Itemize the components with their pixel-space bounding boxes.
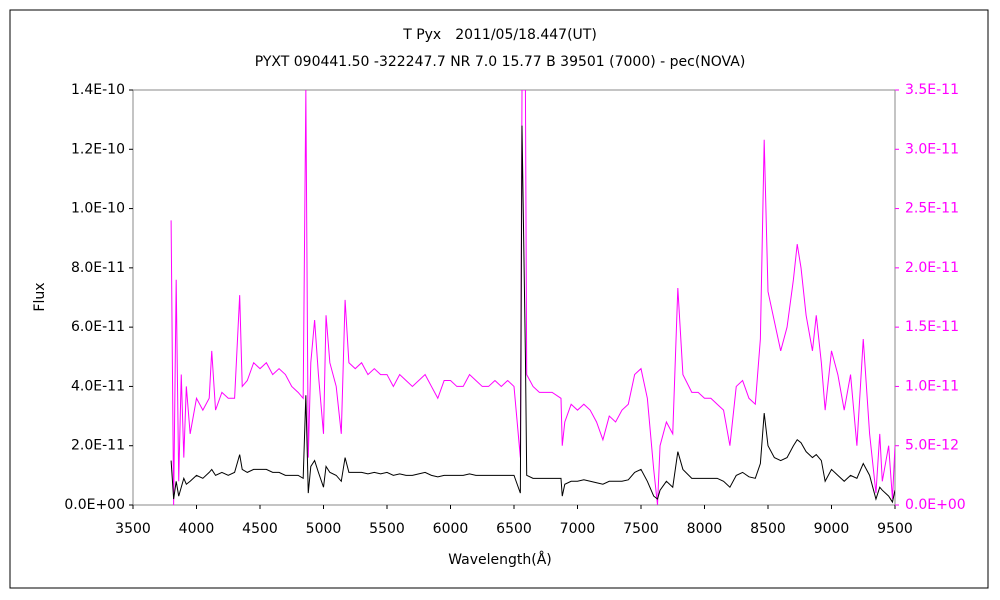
spectrum-line — [170, 90, 895, 505]
x-tick-label: 4500 — [242, 521, 278, 537]
x-tick-label: 4000 — [179, 521, 215, 537]
x-tick-label: 3500 — [115, 521, 151, 537]
x-tick-label: 5500 — [369, 521, 405, 537]
y-tick-label: 2.0E-11 — [71, 438, 125, 454]
lines — [170, 90, 895, 505]
y2-tick-label: 2.0E-11 — [905, 260, 959, 276]
y-tick-label: 1.2E-10 — [71, 141, 125, 157]
chart-title: T Pyx 2011/05/18.447(UT) — [402, 27, 597, 43]
y-axis-label: Flux — [32, 282, 48, 311]
x-tick-label: 8000 — [687, 521, 723, 537]
y-tick-label: 1.0E-10 — [71, 201, 125, 217]
x-tick-label: 8500 — [750, 521, 786, 537]
x-tick-label: 7000 — [560, 521, 596, 537]
y2-tick-label: 2.5E-11 — [905, 201, 959, 217]
plot-area — [132, 89, 896, 506]
x-axis-label: Wavelength(Å) — [448, 551, 552, 568]
y2-tick-label: 5.0E-12 — [905, 438, 959, 454]
frame — [9, 9, 989, 589]
y2-tick-label: 3.0E-11 — [905, 141, 959, 157]
y2-tick-label: 1.0E-11 — [905, 378, 959, 394]
x-tick-label: 9500 — [877, 521, 913, 537]
x-tick-label: 5000 — [306, 521, 342, 537]
y-tick-label: 6.0E-11 — [71, 319, 125, 335]
chart-subtitle: PYXT 090441.50 -322247.7 NR 7.0 15.77 B … — [255, 54, 746, 70]
y2-tick-label: 0.0E+00 — [905, 497, 966, 513]
y-tick-label: 4.0E-11 — [71, 378, 125, 394]
spectrum-line — [170, 125, 895, 504]
x-tick-label: 6000 — [433, 521, 469, 537]
x-tick-label: 6500 — [496, 521, 532, 537]
y2-tick-label: 1.5E-11 — [905, 319, 959, 335]
y-tick-label: 8.0E-11 — [71, 260, 125, 276]
x-tick-label: 9000 — [814, 521, 850, 537]
x-tick-label: 7500 — [623, 521, 659, 537]
y-tick-label: 1.4E-10 — [71, 82, 125, 98]
y2-tick-label: 3.5E-11 — [905, 82, 959, 98]
y-tick-label: 0.0E+00 — [64, 497, 125, 513]
